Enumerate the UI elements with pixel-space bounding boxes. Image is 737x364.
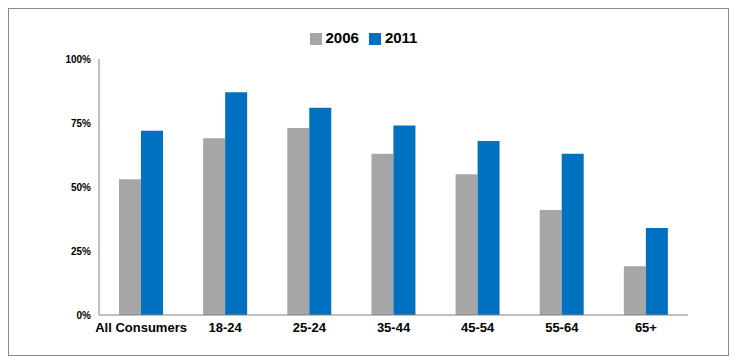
svg-text:35-44: 35-44 — [377, 320, 411, 335]
svg-text:55-64: 55-64 — [545, 320, 579, 335]
svg-text:0%: 0% — [77, 310, 92, 321]
svg-text:25%: 25% — [71, 246, 91, 257]
html-text:2011: 2011 — [384, 29, 418, 46]
svg-text:All Consumers: All Consumers — [95, 320, 187, 335]
svg-text:45-54: 45-54 — [461, 320, 495, 335]
html-text:2006: 2006 — [325, 29, 359, 46]
svg-text:25-24: 25-24 — [293, 320, 327, 335]
svg-text:75%: 75% — [71, 118, 91, 129]
svg-text:65+: 65+ — [635, 320, 657, 335]
svg-text:100%: 100% — [65, 54, 91, 65]
svg-text:18-24: 18-24 — [209, 320, 243, 335]
svg-text:50%: 50% — [71, 182, 91, 193]
